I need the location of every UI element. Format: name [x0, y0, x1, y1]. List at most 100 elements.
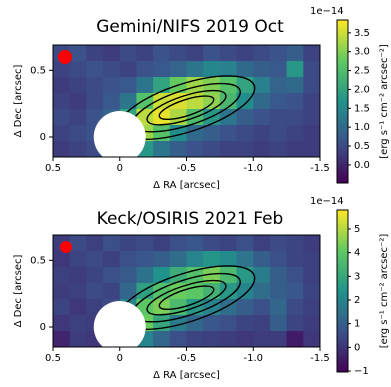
colorbar-step	[337, 293, 348, 297]
colorbar-step	[337, 280, 348, 284]
colorbar-step	[337, 120, 348, 124]
x-axis-label: Δ RA [arcsec]	[153, 370, 220, 381]
heatmap-cell	[286, 141, 304, 157]
contour	[158, 285, 215, 311]
heatmap-cell	[253, 251, 271, 268]
heatmap-cell	[153, 141, 171, 157]
heatmap-cell	[136, 251, 154, 268]
colorbar-step	[337, 39, 348, 43]
colorbar-label: [erg s⁻¹ cm⁻² arcsec⁻²]	[379, 234, 390, 349]
heatmap-cell	[253, 77, 271, 94]
colorbar-step	[337, 274, 348, 278]
contour	[146, 279, 227, 316]
colorbar-step	[337, 218, 348, 222]
heatmap-cell	[119, 61, 137, 78]
colorbar-step	[337, 177, 348, 181]
heatmap-cell	[203, 93, 221, 110]
colorbar-step	[337, 55, 348, 59]
heatmap-cell	[103, 93, 121, 110]
heatmap-cell	[169, 283, 187, 300]
chart-title: Gemini/NIFS 2019 Oct	[96, 17, 284, 37]
heatmap-cell	[303, 299, 320, 316]
colorbar-step	[337, 79, 348, 83]
heatmap-cell	[219, 125, 238, 142]
colorbar-step	[337, 49, 348, 54]
plot-area	[53, 45, 320, 157]
heatmap-cell	[236, 93, 254, 110]
heatmap-cell	[269, 45, 288, 62]
heatmap-cell	[286, 331, 304, 347]
colorbar-step	[337, 153, 348, 157]
y-axis-label: Δ Dec [arcsec]	[13, 255, 24, 328]
heatmap-cell	[303, 235, 320, 252]
colorbar-step	[337, 142, 348, 146]
colorbar-step	[337, 231, 348, 235]
heatmap-cell	[236, 235, 254, 252]
heatmap-cell	[236, 77, 254, 94]
heatmap-cell	[236, 267, 254, 284]
colorbar-step	[337, 345, 348, 349]
y-tick-label: 0.5	[30, 65, 46, 76]
colorbar-tick-label: 3.0	[354, 47, 370, 58]
heatmap-cell	[119, 77, 137, 94]
heatmap-cell	[136, 267, 154, 284]
colorbar-step	[337, 334, 348, 338]
colorbar-tick-label: 0.5	[354, 141, 370, 152]
colorbar-step	[337, 41, 348, 45]
heatmap-cell	[286, 109, 304, 126]
heatmap-cell	[219, 141, 238, 157]
heatmap-cell	[86, 61, 104, 78]
heatmap-cell	[303, 331, 320, 347]
colorbar-step	[337, 353, 348, 357]
colorbar-step	[337, 131, 348, 135]
colorbar-tick-label: −1	[354, 366, 369, 377]
heatmap-cell	[303, 141, 320, 157]
colorbar-step	[337, 266, 348, 270]
colorbar-step	[337, 28, 348, 32]
heatmap-cell	[253, 283, 271, 300]
colorbar-step	[337, 58, 348, 62]
psf-marker	[60, 241, 72, 253]
heatmap-cell	[219, 61, 238, 78]
heatmap-cell	[69, 125, 87, 142]
colorbar-step	[337, 22, 348, 26]
colorbar-step	[337, 237, 348, 241]
colorbar-step	[337, 36, 348, 40]
colorbar-step	[337, 66, 348, 70]
heatmap-cell	[69, 267, 87, 284]
heatmap-cell	[203, 267, 221, 284]
heatmap-cell	[103, 77, 121, 94]
colorbar-step	[337, 277, 348, 281]
colorbar-step	[337, 44, 348, 48]
colorbar-step	[337, 326, 348, 330]
x-tick-label: -0.5	[177, 163, 197, 174]
x-tick-label: -1.0	[243, 163, 263, 174]
heatmap-cell	[219, 77, 238, 94]
psf-marker	[58, 50, 72, 64]
heatmap-cell	[203, 61, 221, 78]
heatmap-cell	[153, 331, 171, 347]
heatmap-cell	[236, 299, 254, 316]
heatmap-cell	[203, 125, 221, 142]
heatmap-cell	[103, 235, 121, 252]
x-tick-label: -1.5	[310, 163, 330, 174]
colorbar-step	[337, 296, 348, 300]
heatmap-cell	[186, 331, 204, 347]
heatmap-cell	[69, 315, 87, 332]
colorbar-step	[337, 245, 348, 249]
colorbar-step	[337, 239, 348, 243]
heatmap-cell	[286, 267, 304, 284]
heatmap-cell	[153, 109, 171, 126]
colorbar-step	[337, 210, 348, 214]
plot-area	[53, 235, 320, 347]
colorbar-step	[337, 226, 348, 230]
heatmap-cell	[286, 61, 304, 78]
colorbar-step	[337, 318, 348, 322]
heatmap-cell	[136, 299, 154, 316]
colorbar-tick-label: 0.0	[354, 160, 370, 171]
heatmap-cell	[203, 77, 221, 94]
x-axis-label: Δ RA [arcsec]	[153, 180, 220, 191]
colorbar-step	[337, 47, 348, 51]
colorbar-step	[337, 123, 348, 127]
heatmap-cell	[86, 267, 104, 284]
